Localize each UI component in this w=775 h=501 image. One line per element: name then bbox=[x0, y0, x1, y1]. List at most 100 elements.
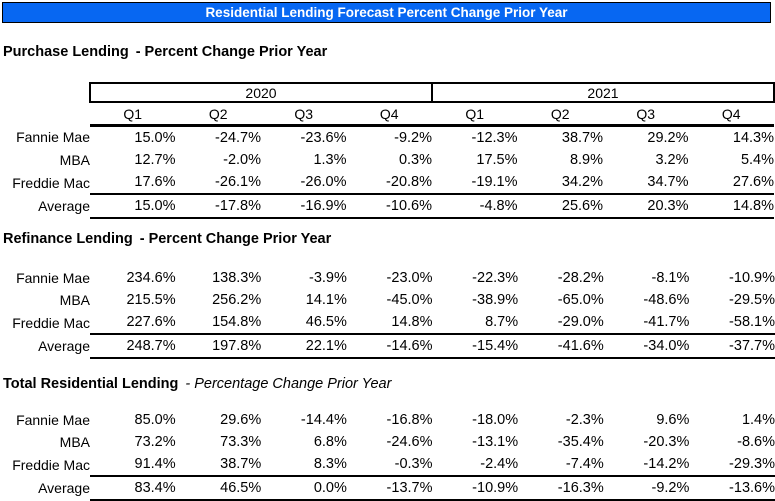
year-header-2020: 2020 bbox=[89, 82, 433, 103]
row-fannie-mae: Fannie Mae 234.6% 138.3% -3.9% -23.0% -2… bbox=[0, 267, 775, 289]
value-cell: 17.6% bbox=[134, 174, 176, 190]
row-label: Fannie Mae bbox=[16, 270, 90, 286]
value-cell: 83.4% bbox=[90, 475, 176, 501]
quarter-header-row: Q1 Q2 Q3 Q4 Q1 Q2 Q3 Q4 bbox=[0, 102, 774, 127]
heading-main: Total Residential Lending bbox=[3, 376, 179, 392]
value-cell: -8.6% bbox=[737, 434, 775, 450]
value-cell: 256.2% bbox=[212, 292, 262, 308]
value-cell: 14.1% bbox=[305, 292, 347, 308]
quarter-header: Q1 bbox=[432, 102, 518, 127]
value-cell: -13.1% bbox=[472, 434, 519, 450]
row-mba: MBA 12.7% -2.0% 1.3% 0.3% 17.5% 8.9% 3.2… bbox=[0, 149, 774, 171]
purchase-table: 2020 2021 Q1 Q2 Q3 Q4 Q1 Q2 Q3 Q4 Fannie… bbox=[0, 82, 775, 219]
value-cell: -16.8% bbox=[386, 412, 433, 428]
year-header-row: 2020 2021 bbox=[0, 82, 775, 103]
value-cell: -7.4% bbox=[565, 456, 604, 472]
report-title: Residential Lending Forecast Percent Cha… bbox=[205, 5, 568, 20]
heading-sub: - Percent Change Prior Year bbox=[135, 44, 328, 60]
value-cell: -2.0% bbox=[223, 152, 261, 168]
heading-sub: - Percentage Change Prior Year bbox=[185, 376, 392, 392]
refinance-table: Fannie Mae 234.6% 138.3% -3.9% -23.0% -2… bbox=[0, 267, 775, 359]
value-cell: 1.3% bbox=[313, 152, 347, 168]
heading-main: Purchase Lending bbox=[3, 44, 129, 60]
value-cell: -10.9% bbox=[729, 270, 775, 286]
quarter-header: Q2 bbox=[517, 102, 603, 127]
value-cell: 3.2% bbox=[655, 152, 689, 168]
value-cell: 46.5% bbox=[305, 314, 347, 330]
value-cell: -29.0% bbox=[557, 314, 604, 330]
value-cell: 91.4% bbox=[134, 456, 176, 472]
row-freddie-mac: Freddie Mac 91.4% 38.7% 8.3% -0.3% -2.4%… bbox=[0, 453, 775, 476]
value-cell: -13.7% bbox=[346, 475, 433, 501]
quarter-header: Q3 bbox=[603, 102, 689, 127]
row-fannie-mae: Fannie Mae 15.0% -24.7% -23.6% -9.2% -12… bbox=[0, 126, 774, 150]
row-average: Average 83.4% 46.5% 0.0% -13.7% -10.9% -… bbox=[0, 475, 775, 501]
value-cell: 248.7% bbox=[90, 333, 176, 359]
value-cell: -9.2% bbox=[394, 130, 432, 146]
value-cell: -2.4% bbox=[480, 456, 519, 472]
value-cell: -10.9% bbox=[432, 475, 519, 501]
value-cell: 22.1% bbox=[261, 333, 347, 359]
value-cell: -45.0% bbox=[386, 292, 433, 308]
value-cell: 17.5% bbox=[476, 152, 518, 168]
value-cell: -4.8% bbox=[432, 193, 518, 219]
value-cell: 46.5% bbox=[175, 475, 262, 501]
total-table: Fannie Mae 85.0% 29.6% -14.4% -16.8% -18… bbox=[0, 409, 775, 501]
value-cell: 215.5% bbox=[126, 292, 176, 308]
value-cell: -19.1% bbox=[471, 174, 518, 190]
value-cell: -23.6% bbox=[300, 130, 347, 146]
value-cell: 234.6% bbox=[126, 270, 176, 286]
value-cell: -24.7% bbox=[215, 130, 261, 146]
quarter-header: Q1 bbox=[90, 102, 176, 127]
quarter-header: Q4 bbox=[688, 102, 774, 127]
row-label: Fannie Mae bbox=[16, 129, 90, 146]
value-cell: -14.2% bbox=[643, 456, 690, 472]
value-cell: 138.3% bbox=[212, 270, 262, 286]
value-cell: -13.6% bbox=[689, 475, 775, 501]
value-cell: 14.3% bbox=[732, 130, 774, 146]
value-cell: -10.6% bbox=[346, 193, 432, 219]
row-label: Fannie Mae bbox=[16, 412, 90, 428]
row-mba: MBA 73.2% 73.3% 6.8% -24.6% -13.1% -35.4… bbox=[0, 431, 775, 453]
row-label: Average bbox=[38, 338, 90, 354]
value-cell: -12.3% bbox=[471, 130, 518, 146]
quarter-header: Q2 bbox=[175, 102, 261, 127]
value-cell: 73.2% bbox=[134, 434, 176, 450]
value-cell: 14.8% bbox=[391, 314, 433, 330]
value-cell: -41.7% bbox=[643, 314, 690, 330]
value-cell: 0.3% bbox=[398, 152, 432, 168]
value-cell: -9.2% bbox=[603, 475, 690, 501]
year-header-2021: 2021 bbox=[431, 82, 775, 103]
value-cell: -22.3% bbox=[472, 270, 519, 286]
value-cell: 85.0% bbox=[134, 412, 176, 428]
value-cell: -18.0% bbox=[472, 412, 519, 428]
row-label: Freddie Mac bbox=[12, 314, 90, 331]
value-cell: -58.1% bbox=[729, 314, 775, 330]
row-label: MBA bbox=[59, 292, 90, 308]
row-average: Average 15.0% -17.8% -16.9% -10.6% -4.8%… bbox=[0, 193, 774, 219]
value-cell: 15.0% bbox=[90, 193, 176, 219]
value-cell: 25.6% bbox=[517, 193, 603, 219]
value-cell: 27.6% bbox=[732, 174, 774, 190]
value-cell: -15.4% bbox=[432, 333, 519, 359]
value-cell: 154.8% bbox=[212, 314, 262, 330]
row-label: Average bbox=[38, 198, 90, 214]
value-cell: -26.0% bbox=[300, 174, 347, 190]
value-cell: -34.0% bbox=[603, 333, 690, 359]
value-cell: 8.7% bbox=[485, 314, 519, 330]
row-label: Freddie Mac bbox=[12, 456, 90, 473]
heading-main: Refinance Lending bbox=[3, 231, 133, 247]
section-heading-purchase: Purchase Lending - Percent Change Prior Y… bbox=[3, 44, 327, 61]
row-freddie-mac: Freddie Mac 17.6% -26.1% -26.0% -20.8% -… bbox=[0, 171, 774, 194]
section-heading-refinance: Refinance Lending - Percent Change Prior … bbox=[3, 231, 331, 248]
value-cell: -2.3% bbox=[565, 412, 604, 428]
value-cell: 73.3% bbox=[220, 434, 262, 450]
value-cell: -35.4% bbox=[557, 434, 604, 450]
value-cell: -20.8% bbox=[386, 174, 432, 190]
value-cell: 12.7% bbox=[134, 152, 176, 168]
value-cell: 8.3% bbox=[313, 456, 347, 472]
quarter-header: Q4 bbox=[346, 102, 432, 127]
value-cell: -26.1% bbox=[215, 174, 261, 190]
value-cell: -0.3% bbox=[394, 456, 433, 472]
